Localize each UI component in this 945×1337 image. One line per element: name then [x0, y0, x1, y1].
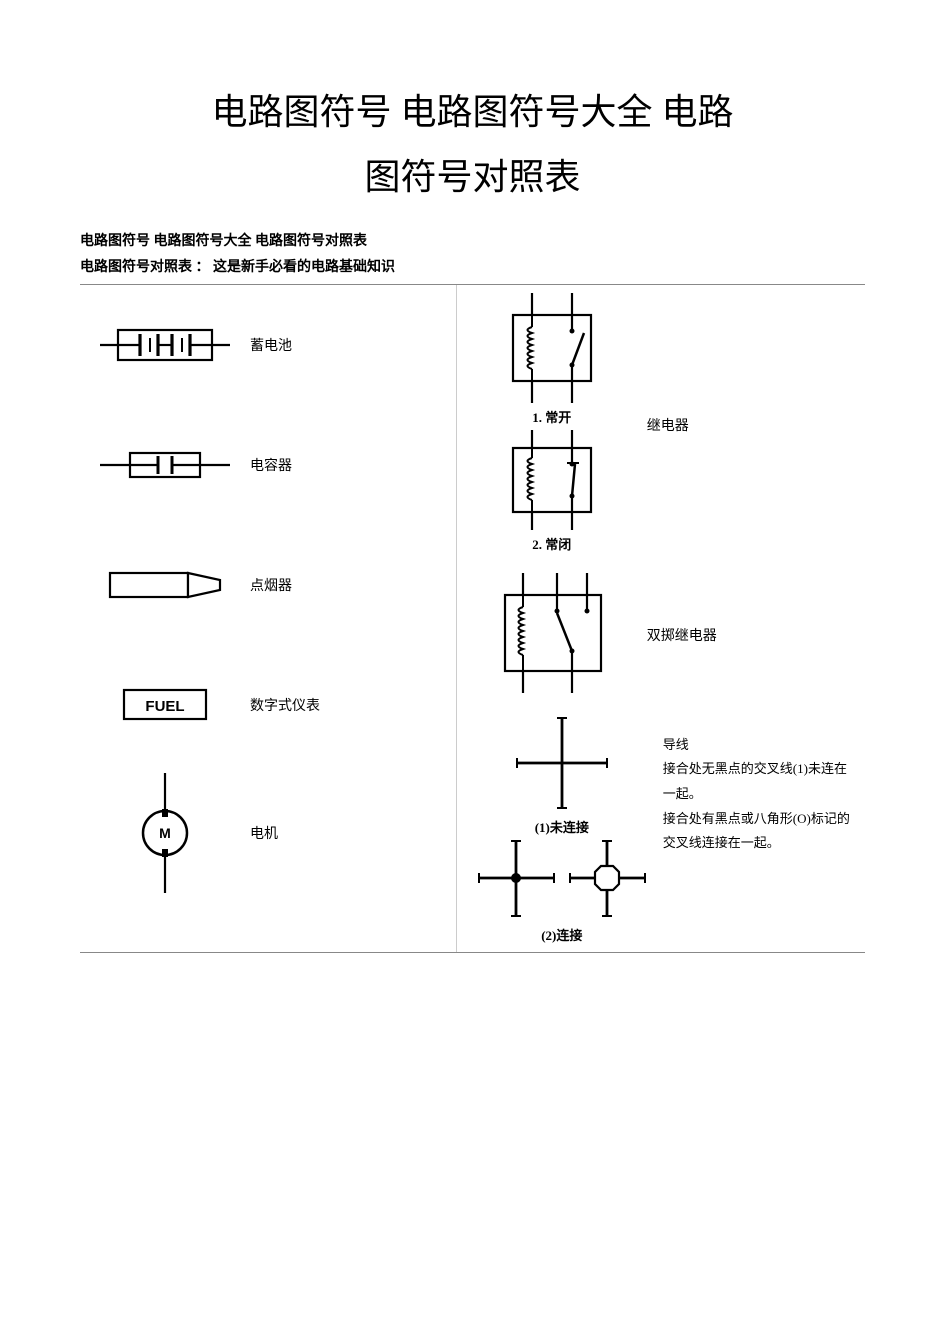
row-relay: 1. 常开 [457, 285, 865, 565]
symbol-wire-connected: (2)连接 [474, 836, 650, 944]
row-cigarette-lighter: 点烟器 [80, 525, 456, 645]
symbol-battery [90, 320, 240, 370]
row-digital-gauge: FUEL 数字式仪表 [80, 645, 456, 765]
wire-title: 导线 [663, 733, 855, 758]
right-column: 1. 常开 [457, 285, 865, 952]
label-dpdt-relay: 双掷继电器 [637, 625, 855, 645]
symbol-capacitor [90, 445, 240, 485]
symbol-digital-gauge: FUEL [90, 682, 240, 727]
symbol-motor: M [90, 773, 240, 893]
left-column: 蓄电池 [80, 285, 457, 952]
row-wire: (1)未连接 [457, 705, 865, 952]
wire-line1: 接合处无黑点的交叉线(1)未连在一起。 [663, 757, 855, 806]
fuel-text: FUEL [145, 698, 184, 715]
motor-letter: M [159, 825, 171, 841]
symbol-wire-not-connected: (1)未连接 [507, 713, 617, 836]
label-digital-gauge: 数字式仪表 [240, 695, 446, 715]
row-motor: M 电机 [80, 765, 456, 901]
symbol-relay-no: 1. 常开 [497, 293, 607, 426]
label-battery: 蓄电池 [240, 335, 446, 355]
symbol-dpdt-relay [487, 573, 617, 693]
label-capacitor: 电容器 [240, 455, 446, 475]
caption-wire-not-connected: (1)未连接 [507, 817, 617, 836]
row-dpdt-relay: 双掷继电器 [457, 565, 865, 705]
caption-relay-no: 1. 常开 [497, 407, 607, 426]
symbol-reference-table: 蓄电池 [80, 284, 865, 953]
caption-relay-nc: 2. 常闭 [497, 534, 607, 553]
wire-description: 导线 接合处无黑点的交叉线(1)未连在一起。 接合处有黑点或八角形(O)标记的交… [657, 713, 855, 856]
title-line-2: 图符号对照表 [364, 157, 580, 197]
symbol-relay-nc: 2. 常闭 [497, 430, 607, 553]
wire-line2: 接合处有黑点或八角形(O)标记的交叉线连接在一起。 [663, 807, 855, 856]
note-text: 电路图符号对照表 ： 这是新手必看的电路基础知识 [80, 256, 865, 276]
label-cigarette-lighter: 点烟器 [240, 575, 446, 595]
document-page: 电路图符号 电路图符号大全 电路 图符号对照表 电路图符号 电路图符号大全 电路… [0, 0, 945, 993]
title-line-1: 电路图符号 电路图符号大全 电路 [211, 92, 733, 132]
page-title: 电路图符号 电路图符号大全 电路 图符号对照表 [80, 80, 865, 210]
symbol-cigarette-lighter [90, 560, 240, 610]
label-relay: 继电器 [637, 415, 855, 435]
row-capacitor: 电容器 [80, 405, 456, 525]
caption-wire-connected: (2)连接 [474, 925, 650, 944]
subtitle-text: 电路图符号 电路图符号大全 电路图符号对照表 [80, 230, 865, 250]
label-motor: 电机 [240, 823, 446, 843]
row-battery: 蓄电池 [80, 285, 456, 405]
